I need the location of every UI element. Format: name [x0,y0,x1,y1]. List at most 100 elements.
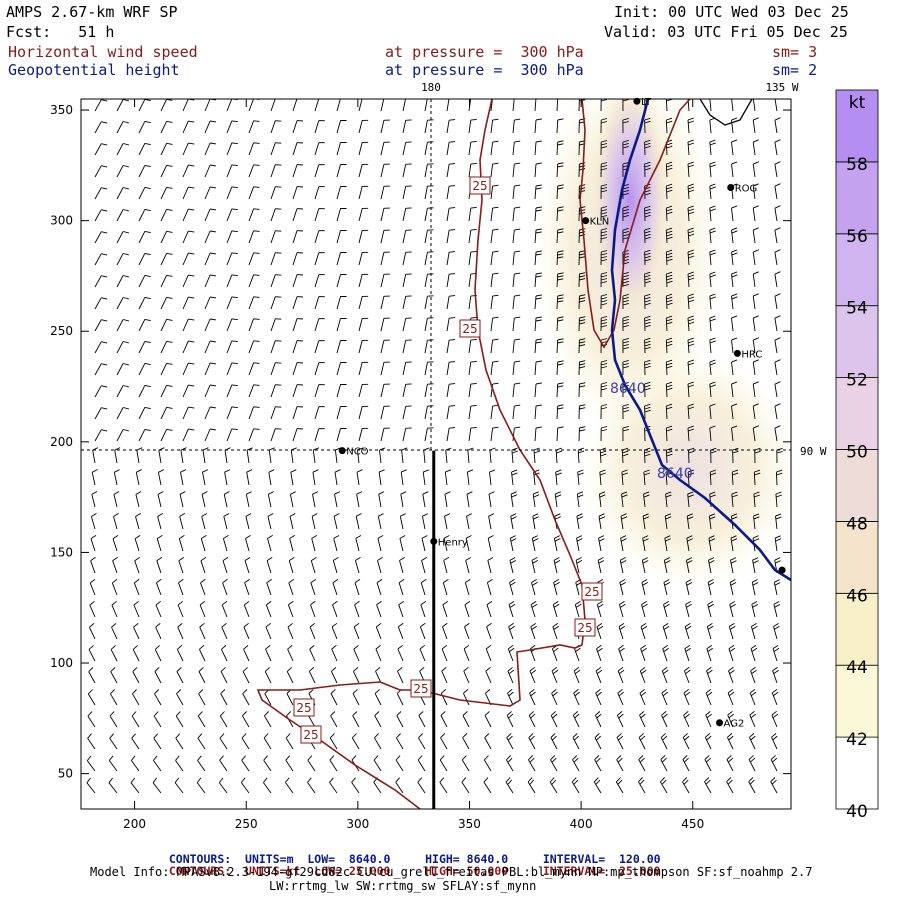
wind-barb [660,777,668,794]
wind-barb [578,206,586,222]
wind-barb [556,426,564,442]
wind-barb [88,667,96,684]
wind-barb [731,271,738,288]
wind-barb [665,183,673,200]
wind-barb [556,294,564,310]
wind-barb [774,161,781,178]
wind-barb [358,383,369,398]
wind-barb [397,644,404,662]
wind-barb [446,141,456,156]
wind-barb [487,557,494,574]
wind-barb [600,99,608,112]
wind-barb [182,318,195,332]
wind-barb [551,689,558,706]
wind-barb [204,164,217,178]
wind-barb [265,600,272,618]
wind-barb [87,689,96,706]
wind-barb [264,711,272,728]
wind-barb [155,600,162,618]
wind-barb [160,99,173,112]
wind-barb [198,689,206,706]
wind-barb [138,362,151,376]
wind-barb [200,557,207,574]
wind-barb [112,556,118,574]
wind-barb [87,711,96,728]
wind-barb [595,666,603,684]
wind-barb [336,252,347,266]
wind-barb [572,711,580,728]
wind-barb [131,733,140,750]
wind-barb [116,341,130,354]
wind-barb [377,557,383,574]
wind-barb [358,141,369,156]
wind-barb [512,382,521,398]
wind-barb [509,557,517,574]
wind-barb [355,535,362,552]
wind-barb [424,295,434,310]
wind-barb [116,231,130,244]
wind-barb [94,209,108,222]
wind-barb [774,359,781,376]
wind-barb [731,249,738,266]
wind-barb [312,469,319,486]
wind-barb [705,688,713,706]
wind-barb [729,579,737,596]
wind-barb [380,251,390,266]
wind-barb [443,557,450,574]
wind-barb [600,382,608,398]
station-label: HRC [741,349,762,360]
wind-barb [731,205,738,222]
wind-barb [248,296,260,310]
wind-barb [596,601,604,618]
wind-barb [643,491,650,508]
wind-barb [380,141,390,156]
wind-barb [687,425,695,442]
wind-barb [704,777,712,794]
wind-barb [527,777,536,794]
wind-barb [596,644,603,662]
wind-barb [138,318,151,332]
wind-barb [443,535,450,552]
wind-barb [709,315,716,332]
wind-barb [463,644,470,662]
wind-barb [138,164,151,178]
wind-barb [380,339,390,354]
wind-barb [246,447,253,464]
wind-barb [507,644,515,662]
wind-barb [529,644,537,662]
field1-name: Horizontal wind speed [8,43,198,61]
wind-barb [244,557,251,574]
wind-barb [512,184,521,200]
wind-barb [132,667,140,684]
wind-barb [331,644,338,662]
wind-barb [204,340,217,354]
wind-barb [662,623,670,640]
wind-barb [643,447,651,464]
wind-barb [380,383,390,398]
svg-text:25: 25 [413,682,428,696]
wind-barb [687,491,694,508]
wind-barb [685,557,693,574]
wind-barb [752,139,759,156]
wind-barb [772,645,780,662]
wind-barb [578,184,586,200]
wind-barb [444,491,451,508]
y-tick-label: 200 [50,435,73,449]
wind-barb [488,491,495,508]
wind-barb [94,187,108,200]
wind-barb [380,229,390,244]
wind-barb [157,513,164,530]
wind-barb [462,689,470,706]
wind-barb [138,186,151,200]
meridian-label-180: 180 [421,81,441,94]
wind-barb [116,407,130,420]
wind-barb [687,337,695,354]
wind-barb [223,491,230,508]
wind-barb [750,645,758,662]
wind-barb [116,319,130,332]
wind-barb [421,513,429,530]
wind-barb [86,755,96,772]
wind-barb [270,340,282,354]
wind-barb [200,578,206,596]
wind-barb [138,384,151,398]
